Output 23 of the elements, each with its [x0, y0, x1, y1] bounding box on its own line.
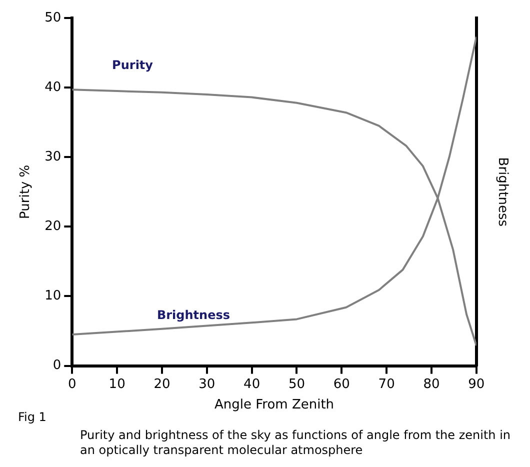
- series-label: Brightness: [156, 308, 230, 322]
- y2-axis-title: Brightness: [494, 157, 510, 227]
- x-tick-label: 0: [68, 376, 76, 392]
- y-tick-label: 30: [44, 149, 62, 164]
- x-tick-label: 60: [333, 376, 350, 392]
- x-tick-label: 30: [198, 376, 216, 392]
- y-tick-label: 50: [44, 10, 62, 26]
- x-tick-label: 90: [468, 376, 485, 392]
- y-axis-title: Purity %: [18, 164, 34, 219]
- caption: Fig 1: [18, 410, 46, 424]
- y-tick-label: 10: [44, 288, 62, 304]
- series-label: Purity: [112, 58, 154, 72]
- x-tick-label: 50: [288, 376, 306, 392]
- x-axis-title: Angle From Zenith: [214, 398, 334, 413]
- x-tick-label: 40: [244, 376, 260, 392]
- y-tick-label: 40: [44, 80, 62, 95]
- x-tick-label: 10: [108, 376, 126, 392]
- x-tick-label: 20: [154, 376, 170, 392]
- y-tick-label: 20: [44, 219, 62, 234]
- x-tick-label: 70: [378, 376, 395, 392]
- text: Purity and brightness of the sky as functions of angle from the zenith in an optically transparent molecular atmosphere: [80, 428, 512, 458]
- y-tick-label: 0: [52, 358, 62, 374]
- x-tick-label: 80: [423, 376, 440, 392]
